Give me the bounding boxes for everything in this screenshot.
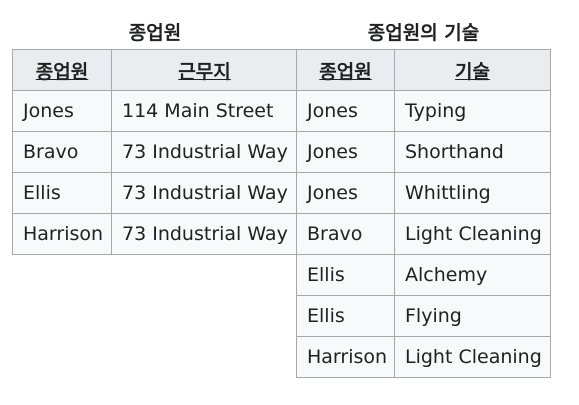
skill-cell: Typing [394, 90, 551, 132]
workplace-cell: 73 Industrial Way [111, 172, 298, 214]
skill-cell: Flying [394, 295, 551, 337]
employee-cell: Bravo [12, 131, 112, 173]
table-row: Jones Shorthand [296, 131, 551, 173]
employee-table: 종업원 근무지 Jones 114 Main Street Bravo 73 I… [12, 49, 298, 255]
table-row: Jones Whittling [296, 172, 551, 214]
employee-table-caption: 종업원 [128, 22, 182, 44]
skill-cell: Shorthand [394, 131, 551, 173]
table-header-row: 종업원 근무지 [12, 49, 298, 91]
column-header-employee[interactable]: 종업원 [296, 49, 395, 91]
employee-skills-table-caption: 종업원의 기술 [367, 22, 480, 44]
employee-table-block: 종업원 종업원 근무지 Jones 114 Main Street Bravo … [12, 17, 298, 255]
employee-cell: Ellis [296, 295, 395, 337]
skill-cell: Light Cleaning [394, 213, 551, 255]
table-row: Harrison 73 Industrial Way [12, 213, 298, 255]
employee-cell: Ellis [296, 254, 395, 296]
skill-cell: Alchemy [394, 254, 551, 296]
employee-cell: Jones [296, 172, 395, 214]
workplace-cell: 73 Industrial Way [111, 131, 298, 173]
table-header-row: 종업원 기술 [296, 49, 551, 91]
table-row: Bravo 73 Industrial Way [12, 131, 298, 173]
skill-cell: Whittling [394, 172, 551, 214]
column-header-employee[interactable]: 종업원 [12, 49, 112, 91]
table-row: Ellis Alchemy [296, 254, 551, 296]
employee-skills-table-block: 종업원의 기술 종업원 기술 Jones Typing Jones Shorth… [296, 17, 551, 378]
employee-cell: Harrison [296, 336, 395, 378]
employee-cell: Jones [296, 90, 395, 132]
employee-skills-table: 종업원 기술 Jones Typing Jones Shorthand Jone… [296, 49, 551, 378]
column-header-skill[interactable]: 기술 [394, 49, 551, 91]
table-row: Ellis Flying [296, 295, 551, 337]
workplace-cell: 73 Industrial Way [111, 213, 298, 255]
table-row: Bravo Light Cleaning [296, 213, 551, 255]
column-header-workplace[interactable]: 근무지 [111, 49, 298, 91]
employee-cell: Harrison [12, 213, 112, 255]
table-row: Jones 114 Main Street [12, 90, 298, 132]
table-row: Ellis 73 Industrial Way [12, 172, 298, 214]
employee-cell: Ellis [12, 172, 112, 214]
employee-cell: Jones [296, 131, 395, 173]
table-row: Jones Typing [296, 90, 551, 132]
employee-cell: Bravo [296, 213, 395, 255]
employee-cell: Jones [12, 90, 112, 132]
table-row: Harrison Light Cleaning [296, 336, 551, 378]
workplace-cell: 114 Main Street [111, 90, 298, 132]
skill-cell: Light Cleaning [394, 336, 551, 378]
